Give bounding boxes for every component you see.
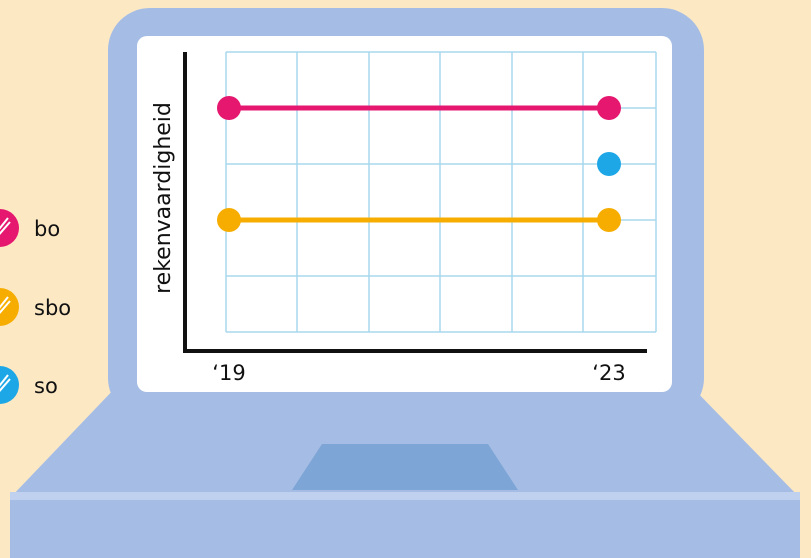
legend-label-bo: bo [34, 217, 60, 241]
x-tick-label-2023: ‘23 [592, 361, 625, 385]
legend-marker-so [0, 366, 19, 404]
chart: rekenvaardigheid ‘19 ‘23 [151, 51, 657, 385]
legend: bo sbo so [0, 209, 71, 404]
chart-series [217, 96, 621, 232]
data-point-bo-2019 [217, 96, 241, 120]
y-axis-label: rekenvaardigheid [151, 102, 176, 294]
data-point-bo-2023 [597, 96, 621, 120]
pencil-icon [0, 374, 11, 392]
legend-label-so: so [34, 374, 58, 398]
data-point-sbo-2023 [597, 208, 621, 232]
legend-item-bo: bo [0, 209, 60, 247]
legend-item-so: so [0, 366, 58, 404]
legend-item-sbo: sbo [0, 288, 71, 326]
laptop-touchpad [292, 444, 518, 490]
laptop-base-edge [10, 492, 800, 500]
legend-label-sbo: sbo [34, 296, 71, 320]
legend-marker-bo [0, 209, 19, 247]
data-point-so-2023 [597, 152, 621, 176]
pencil-icon [0, 296, 11, 314]
legend-marker-sbo [0, 288, 19, 326]
pencil-icon [0, 217, 11, 235]
x-tick-label-2019: ‘19 [212, 361, 245, 385]
laptop-screen [137, 36, 672, 392]
data-point-sbo-2019 [217, 208, 241, 232]
